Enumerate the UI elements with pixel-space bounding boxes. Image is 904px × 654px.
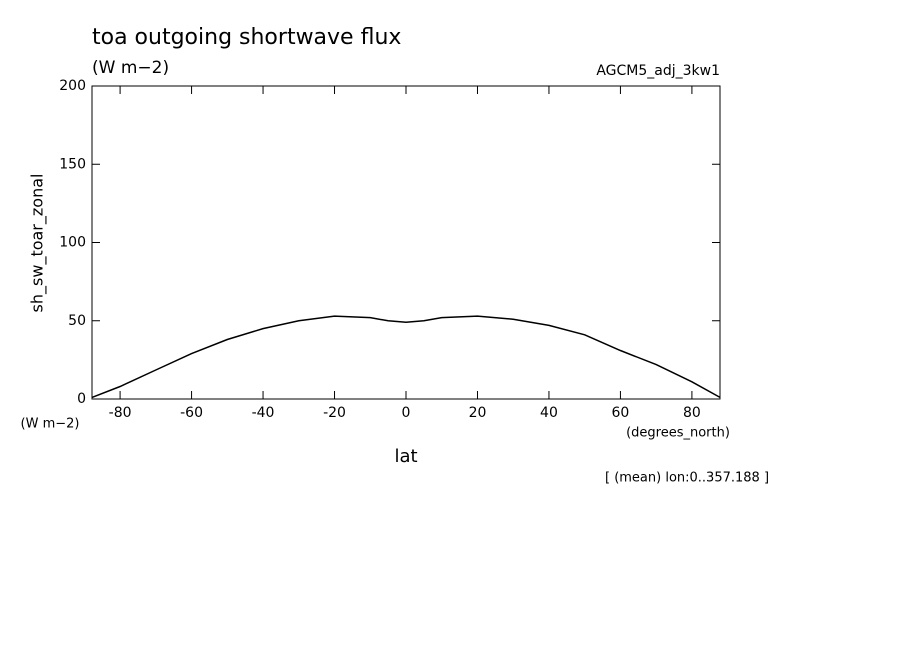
x-tick-label: -20 [323,405,346,421]
x-tick-label: 0 [402,405,411,421]
y-tick-label: 50 [68,313,86,329]
chart-title: toa outgoing shortwave flux [92,25,401,50]
dataset: AGCM5_adj_3kw1 [596,63,720,79]
x-tick-label: 80 [683,405,701,421]
x-units: (degrees_north) [626,426,730,441]
x-tick-label: 60 [612,405,630,421]
y-axis-label: sh_sw_toar_zonal [28,174,48,313]
x-tick-label: -40 [252,405,275,421]
y-units: (W m−2) [21,417,80,432]
y-tick-label: 150 [59,156,86,172]
x-tick-label: -60 [180,405,203,421]
y-tick-label: 100 [59,235,86,251]
y-tick-label: 0 [77,391,86,407]
x-tick-label: -80 [109,405,132,421]
data-line [91,315,721,399]
x-tick-label: 20 [469,405,487,421]
units: (W m−2) [92,58,169,78]
y-tick-label: 200 [59,78,86,94]
x-axis-label: lat [394,446,417,467]
x-tick-label: 40 [540,405,558,421]
note: [ (mean) lon:0..357.188 ] [605,471,769,486]
